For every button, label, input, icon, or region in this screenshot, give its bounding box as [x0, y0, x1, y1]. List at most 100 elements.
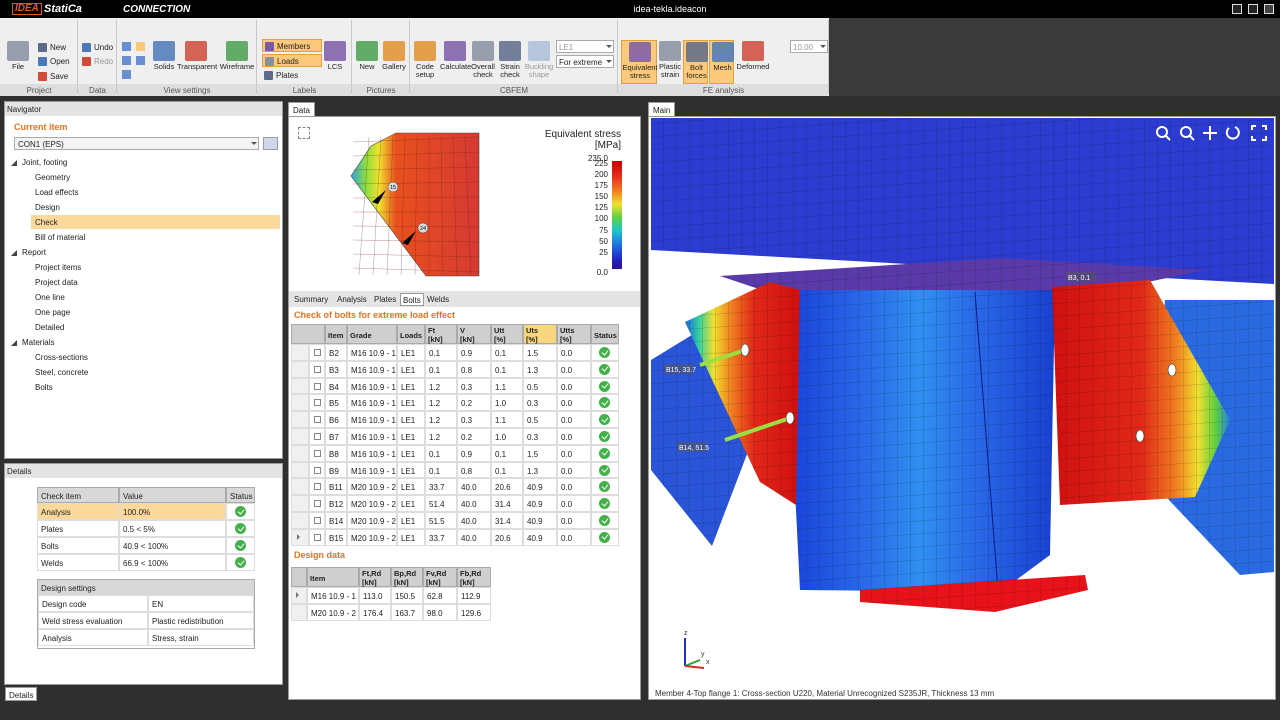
expand-button[interactable]	[314, 449, 321, 457]
view-icon[interactable]	[122, 56, 131, 65]
bottom-tab[interactable]: Details	[5, 687, 38, 701]
header-cell[interactable]: Status	[591, 324, 619, 344]
expand-button[interactable]	[314, 349, 321, 356]
ribbon-button[interactable]: New	[36, 41, 76, 54]
bolt-hole	[740, 343, 750, 357]
ribbon-button[interactable]: Open	[36, 55, 76, 68]
expand-button[interactable]	[314, 500, 321, 508]
ribbon-button[interactable]: Strain check	[497, 40, 523, 84]
view-icon[interactable]	[136, 42, 145, 51]
ribbon-group-label: FE analysis	[702, 86, 745, 95]
header-cell[interactable]: Item	[325, 324, 347, 344]
result-tab[interactable]: Analysis	[337, 295, 367, 304]
table-cell: B2	[325, 344, 347, 361]
ribbon-button[interactable]: For extreme	[556, 55, 614, 68]
header-cell[interactable]: Uts [%]	[523, 324, 557, 344]
result-tab[interactable]: Summary	[294, 295, 329, 304]
view-tool-button[interactable]	[1251, 125, 1267, 141]
tree-item[interactable]: Geometry	[35, 173, 71, 182]
ribbon-button[interactable]: Plastic strain	[658, 40, 682, 84]
tree-section[interactable]: Joint, footing	[22, 158, 68, 167]
tree-item[interactable]: Bill of material	[35, 233, 86, 242]
force-label-box	[1066, 272, 1096, 282]
panel-tab[interactable]: Main	[648, 102, 676, 116]
dropdown-arrow	[606, 60, 612, 66]
ribbon-button[interactable]: Code setup	[412, 40, 438, 84]
view-tool-button[interactable]	[1225, 126, 1240, 140]
result-tab[interactable]: Bolts	[400, 293, 424, 306]
tree-item[interactable]: Design	[35, 203, 60, 212]
ribbon-button[interactable]: Gallery	[380, 40, 408, 84]
header-cell[interactable]: Grade	[347, 324, 397, 344]
ribbon-button[interactable]: Undo	[80, 41, 116, 54]
ribbon-button[interactable]: Bolt forces	[683, 40, 708, 84]
ribbon-button[interactable]: New	[355, 40, 379, 84]
expand-button[interactable]	[314, 433, 321, 440]
expand-button[interactable]	[314, 517, 321, 524]
tree-item[interactable]: Project data	[35, 278, 78, 287]
ribbon-button[interactable]: Redo	[80, 55, 116, 68]
header-cell[interactable]: Ft [kN]	[425, 324, 457, 344]
expand-button[interactable]	[314, 416, 321, 424]
ribbon-button[interactable]: Buckling shape	[524, 40, 554, 84]
tree-item[interactable]: Detailed	[35, 323, 65, 332]
minimize-button[interactable]	[1232, 4, 1242, 14]
maximize-button[interactable]	[1248, 4, 1258, 14]
add-button[interactable]	[263, 137, 278, 150]
row-marker	[291, 444, 309, 462]
ribbon-button[interactable]: Calculate	[440, 40, 471, 84]
ribbon-button[interactable]: Equivalent stress	[621, 40, 658, 84]
expand-button[interactable]	[314, 399, 321, 407]
view-icon[interactable]	[136, 56, 145, 65]
header-cell[interactable]: Utts [%]	[557, 324, 591, 344]
ribbon-button[interactable]: Members	[262, 39, 322, 52]
ribbon-button[interactable]: Overall check	[470, 40, 496, 84]
ribbon-button[interactable]: Plates	[262, 69, 322, 82]
header-cell[interactable]: Loads	[397, 324, 425, 344]
ribbon-button[interactable]: Wireframe	[217, 40, 257, 84]
view-icon[interactable]	[122, 42, 131, 51]
expand-cell	[309, 495, 325, 512]
ribbon-button[interactable]: Save	[36, 70, 76, 83]
tree-item[interactable]: Cross-sections	[35, 353, 88, 362]
expand-button[interactable]	[314, 382, 321, 390]
result-tab[interactable]: Welds	[427, 295, 450, 304]
ribbon-button[interactable]: LE1	[556, 40, 614, 53]
ribbon-button[interactable]: Loads	[262, 54, 322, 67]
ribbon-button[interactable]: Solids	[152, 40, 176, 84]
ribbon-button[interactable]: 10.00	[790, 40, 828, 53]
ribbon-button[interactable]: Deformed	[735, 40, 771, 84]
ribbon-button[interactable]: LCS	[324, 40, 346, 84]
ribbon-button[interactable]: File	[5, 40, 31, 84]
view-tool-button[interactable]	[1180, 126, 1195, 141]
tree-section[interactable]: Materials	[22, 338, 55, 347]
tree-item[interactable]: Bolts	[35, 383, 53, 392]
tree-item[interactable]: One page	[35, 308, 71, 317]
tree-item[interactable]: Steel, concrete	[35, 368, 89, 377]
tree-expander[interactable]	[11, 250, 17, 256]
connection-combo[interactable]: CON1 (EPS)	[14, 137, 259, 150]
view-tool-button[interactable]	[1203, 126, 1217, 140]
close-button[interactable]	[1264, 4, 1274, 14]
panel-tab[interactable]: Data	[288, 102, 315, 116]
tree-item[interactable]: Project items	[35, 263, 82, 272]
header-cell[interactable]: V [kN]	[457, 324, 491, 344]
bolt-hole	[1135, 429, 1145, 443]
expand-button[interactable]	[314, 365, 321, 373]
tree-section[interactable]: Report	[22, 248, 47, 257]
expand-button[interactable]	[314, 483, 321, 491]
expand-button[interactable]	[314, 533, 321, 541]
header-cell[interactable]: Utt [%]	[491, 324, 523, 344]
tree-expander[interactable]	[11, 340, 17, 346]
expand-button[interactable]	[314, 466, 321, 474]
result-tab[interactable]: Plates	[374, 295, 397, 304]
tree-item[interactable]: One line	[35, 293, 65, 302]
tree-expander[interactable]	[11, 160, 17, 166]
view-icon[interactable]	[122, 70, 131, 79]
tree-item[interactable]: Load effects	[35, 188, 79, 197]
view-tool-button[interactable]	[1156, 126, 1171, 141]
ribbon-button[interactable]: Transparent	[177, 40, 217, 84]
ribbon-button[interactable]: Mesh	[709, 40, 734, 84]
fullscreen-button[interactable]	[298, 127, 310, 139]
tree-item[interactable]: Check	[35, 218, 58, 227]
